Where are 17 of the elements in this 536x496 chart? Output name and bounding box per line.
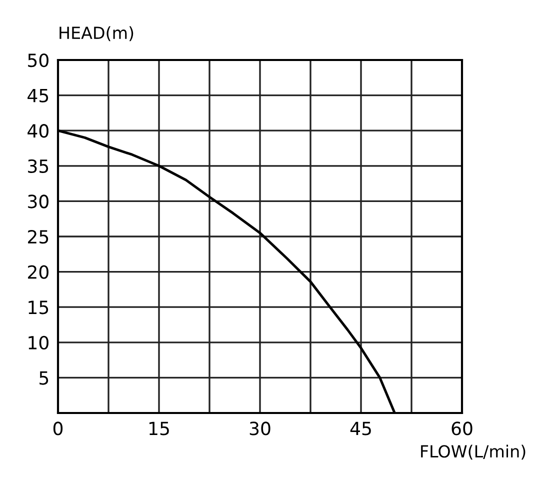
y-tick-label: 15: [28, 300, 48, 314]
y-tick-label: 50: [28, 53, 48, 68]
y-tick-label: 5: [40, 371, 48, 385]
x-tick-label: 60: [452, 422, 472, 436]
y-tick-label: 25: [28, 230, 48, 244]
x-tick-label: 0: [53, 422, 63, 436]
y-tick-label: 35: [28, 159, 48, 174]
x-axis-title: FLOW(L/min): [421, 444, 526, 460]
y-tick-label: 40: [28, 124, 48, 138]
y-axis-title: HEAD(m): [60, 26, 134, 42]
y-tick-label: 45: [28, 88, 48, 102]
x-tick-label: 30: [250, 422, 270, 436]
y-tick-label: 20: [28, 265, 48, 279]
y-tick-label: 30: [28, 194, 48, 208]
y-tick-label: 10: [28, 336, 48, 350]
x-tick-label: 45: [350, 422, 371, 436]
x-tick-label: 15: [149, 422, 169, 436]
